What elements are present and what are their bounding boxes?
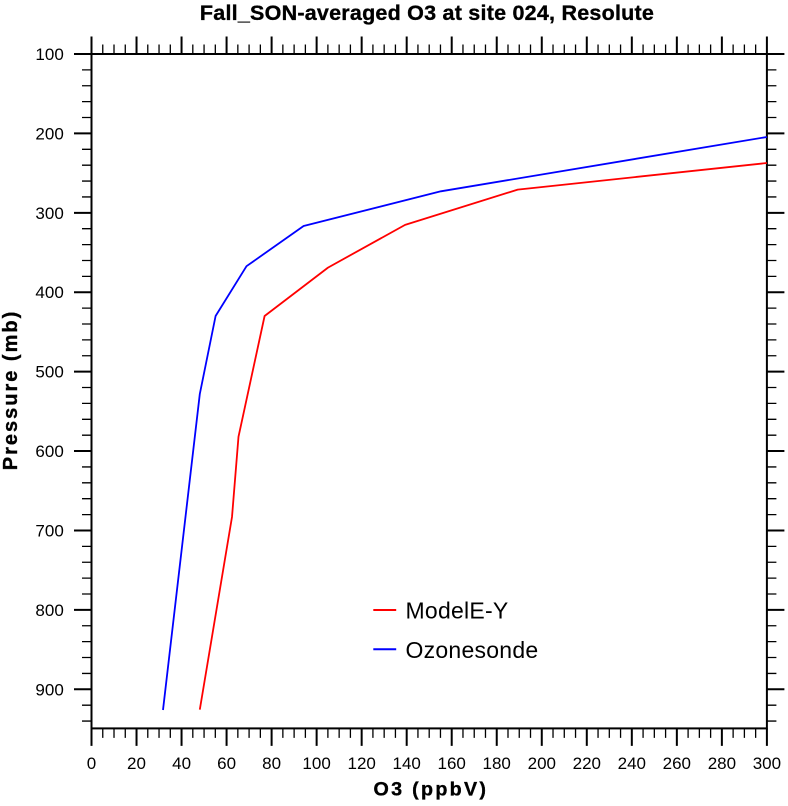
svg-text:300: 300 [35, 204, 63, 223]
svg-text:180: 180 [483, 754, 511, 773]
svg-text:60: 60 [217, 754, 236, 773]
svg-text:Ozonesonde: Ozonesonde [406, 637, 539, 663]
svg-text:200: 200 [528, 754, 556, 773]
svg-text:100: 100 [35, 45, 63, 64]
svg-text:280: 280 [708, 754, 736, 773]
svg-text:700: 700 [35, 522, 63, 541]
svg-text:200: 200 [35, 124, 63, 143]
svg-text:240: 240 [618, 754, 646, 773]
svg-text:400: 400 [35, 283, 63, 302]
svg-text:20: 20 [127, 754, 146, 773]
svg-text:100: 100 [302, 754, 330, 773]
svg-text:160: 160 [438, 754, 466, 773]
svg-text:300: 300 [753, 754, 781, 773]
svg-text:80: 80 [262, 754, 281, 773]
svg-text:40: 40 [172, 754, 191, 773]
svg-text:500: 500 [35, 363, 63, 382]
svg-text:220: 220 [573, 754, 601, 773]
svg-text:120: 120 [348, 754, 376, 773]
svg-text:0: 0 [87, 754, 96, 773]
svg-text:260: 260 [663, 754, 691, 773]
svg-text:Fall_SON-averaged O3 at site 0: Fall_SON-averaged O3 at site 024, Resolu… [200, 1, 654, 25]
svg-text:800: 800 [35, 601, 63, 620]
svg-text:140: 140 [393, 754, 421, 773]
svg-text:O3 (ppbV): O3 (ppbV) [374, 779, 489, 801]
svg-text:Pressure (mb): Pressure (mb) [0, 310, 22, 471]
svg-text:ModelE-Y: ModelE-Y [406, 598, 509, 624]
svg-text:900: 900 [35, 680, 63, 699]
svg-text:600: 600 [35, 442, 63, 461]
